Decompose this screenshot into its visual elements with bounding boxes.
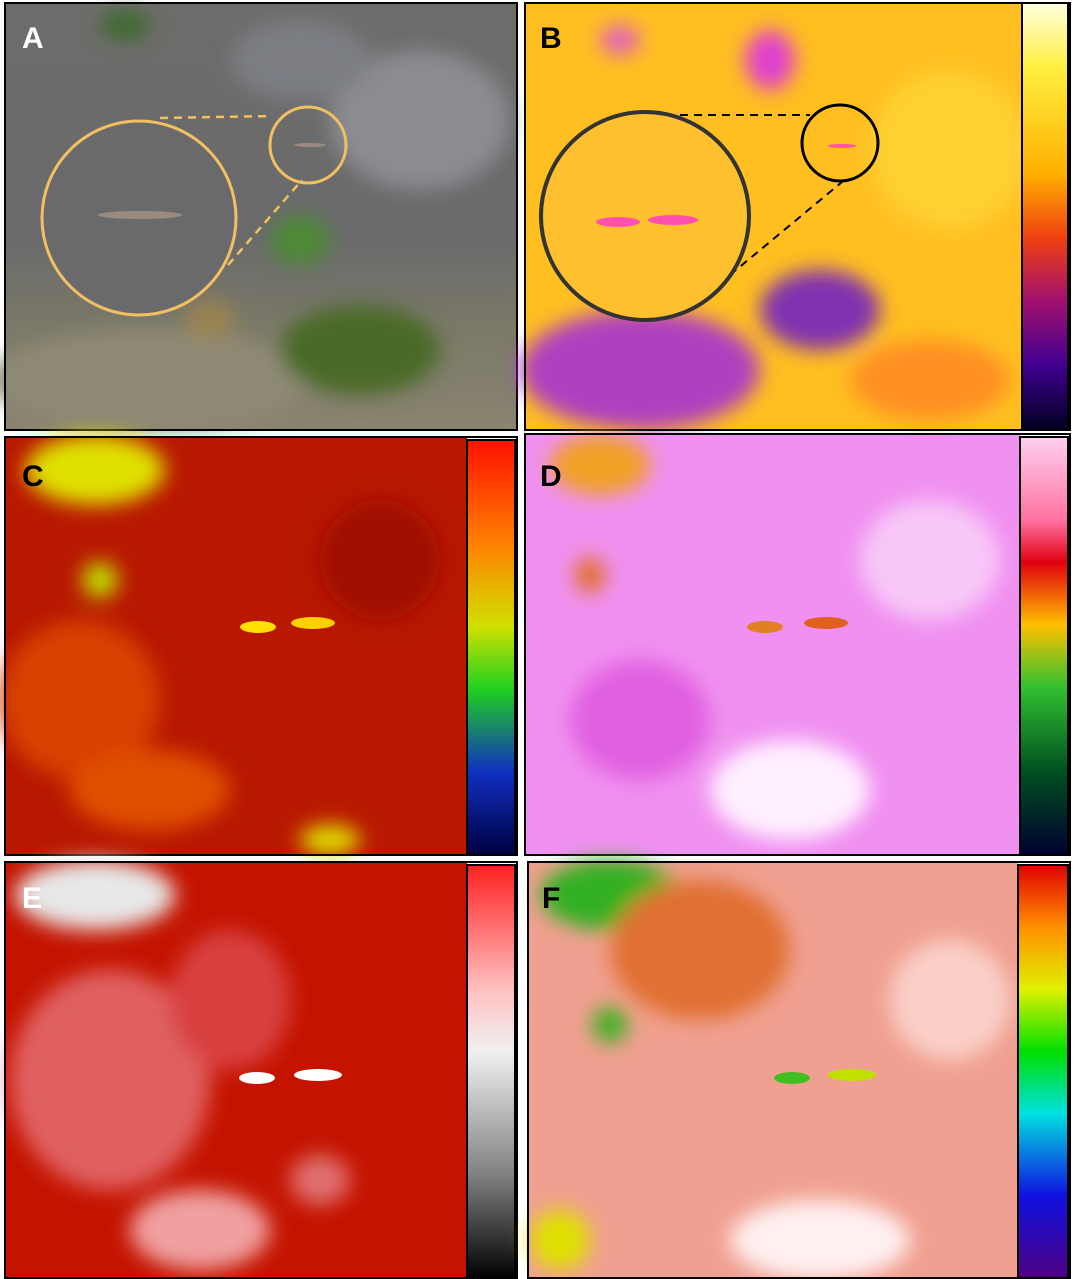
image-shape	[268, 105, 348, 185]
image-shape	[185, 300, 235, 340]
image-shape	[828, 144, 856, 148]
image-shape	[1019, 436, 1069, 856]
image-shape	[530, 1210, 590, 1270]
image-shape	[527, 861, 1071, 1279]
image-shape	[0, 620, 160, 780]
image-shape	[747, 621, 783, 633]
image-shape	[4, 2, 518, 431]
panel-label: B	[540, 22, 562, 55]
image-shape	[294, 1069, 342, 1081]
image-shape	[745, 30, 795, 90]
image-shape	[330, 50, 510, 190]
image-shape	[850, 340, 1010, 420]
image-shape	[300, 825, 360, 855]
image-shape	[870, 70, 1030, 230]
image-shape	[592, 1007, 628, 1043]
shape-group	[0, 435, 440, 855]
image-shape	[25, 435, 165, 505]
panel-label: A	[22, 22, 44, 55]
image-shape	[804, 617, 848, 629]
shape-group	[10, 860, 350, 1270]
image-shape	[15, 860, 175, 930]
image-shape	[98, 211, 182, 219]
image-shape	[524, 2, 1071, 431]
image-shape	[774, 1072, 810, 1084]
image-shape	[800, 103, 880, 183]
panel-label: C	[22, 460, 44, 493]
panel-b: B	[520, 2, 1071, 431]
shape-group	[0, 10, 510, 430]
image-shape	[230, 20, 370, 100]
image-shape	[524, 433, 1071, 856]
panel-f: F	[527, 860, 1071, 1279]
image-shape	[270, 215, 330, 265]
panel-e: E	[4, 860, 518, 1279]
image-shape	[1021, 2, 1069, 431]
image-shape	[610, 880, 790, 1020]
image-shape	[4, 436, 518, 856]
image-shape	[550, 435, 650, 495]
image-shape	[710, 740, 870, 840]
panel-label: D	[540, 460, 562, 493]
panel-a: A	[0, 2, 518, 431]
image-shape	[520, 310, 760, 430]
image-shape	[291, 617, 335, 629]
image-shape	[575, 557, 605, 593]
image-shape	[539, 110, 751, 322]
image-shape	[294, 143, 326, 147]
image-shape	[227, 179, 303, 266]
image-shape	[466, 864, 516, 1279]
image-shape	[648, 215, 698, 225]
image-shape	[596, 217, 640, 227]
image-shape	[1017, 864, 1069, 1279]
panel-d: D	[524, 433, 1071, 856]
image-shape	[70, 750, 230, 830]
image-shape	[730, 1200, 910, 1279]
image-shape	[240, 621, 276, 633]
image-shape	[0, 330, 310, 430]
image-shape	[320, 500, 440, 620]
image-shape	[290, 1155, 350, 1205]
image-shape	[760, 270, 880, 350]
image-shape	[466, 439, 516, 856]
shape-group	[520, 25, 1030, 430]
shape-group	[530, 860, 1010, 1279]
image-shape	[4, 861, 518, 1279]
image-shape	[860, 500, 1000, 620]
image-shape	[239, 1072, 275, 1084]
image-shape	[100, 10, 150, 40]
image-shape	[890, 940, 1010, 1060]
image-shape	[82, 562, 118, 598]
image-shape	[10, 970, 210, 1190]
image-shape	[729, 181, 843, 276]
panel-label: E	[22, 882, 42, 915]
panel-c: C	[0, 435, 518, 856]
panel-label: F	[542, 882, 560, 915]
image-shape	[828, 1069, 876, 1081]
shape-group	[550, 435, 1000, 840]
image-shape	[170, 930, 290, 1070]
image-shape	[280, 305, 440, 395]
image-shape	[600, 25, 640, 55]
image-shape	[570, 660, 710, 780]
image-shape	[130, 1190, 270, 1270]
image-shape	[159, 114, 273, 120]
